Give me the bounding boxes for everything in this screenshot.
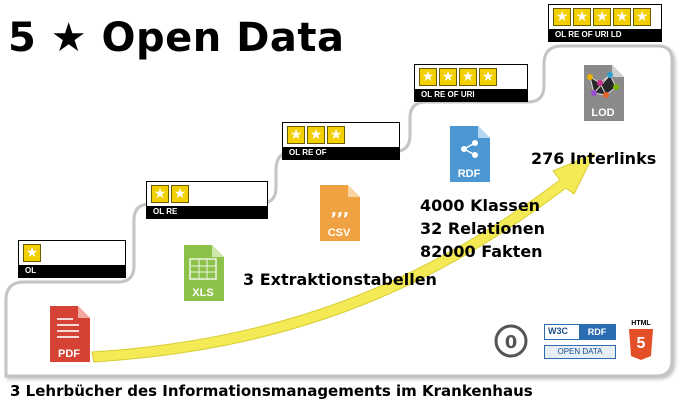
html5-number: 5	[636, 335, 646, 352]
star-icon: ★	[287, 126, 305, 144]
badge-level-2: ★ ★ OL RE	[146, 181, 268, 219]
interlinks-text: 276 Interlinks	[531, 149, 657, 168]
w3c-rdf-logo: W3C RDF	[544, 324, 616, 340]
page-title: 5 ★ Open Data	[8, 15, 345, 61]
rdf-file-icon: RDF	[446, 124, 492, 184]
badge-label-1: OL	[19, 265, 125, 277]
star-icon: ★	[613, 8, 631, 26]
badge-level-1: ★ OL	[18, 240, 126, 278]
star-icon: ★	[479, 68, 497, 86]
open-data-logo: OPEN DATA	[544, 345, 616, 359]
rdf-label: RDF	[457, 168, 481, 180]
star-icon: ★	[459, 68, 477, 86]
badge-label-3: OL RE OF	[283, 147, 399, 159]
public-domain-icon: 0	[494, 324, 528, 358]
star-icon: ★	[327, 126, 345, 144]
classes-text: 4000 Klassen	[420, 196, 541, 215]
badge-level-5: ★ ★ ★ ★ ★ OL RE OF URI LD	[548, 4, 662, 42]
stars-4: ★ ★ ★ ★	[419, 68, 497, 86]
facts-text: 82000 Fakten	[420, 242, 543, 261]
stars-3: ★ ★ ★	[287, 126, 345, 144]
pdf-file-icon: PDF	[46, 304, 92, 364]
open-data-text: OPEN DATA	[557, 347, 603, 356]
html5-icon: HTML 5	[628, 320, 654, 360]
star-icon: ★	[307, 126, 325, 144]
star-icon: ★	[171, 185, 189, 203]
w3c-text: W3C	[548, 326, 568, 336]
relations-text: 32 Relationen	[420, 219, 546, 238]
svg-text:,,,: ,,,	[331, 200, 349, 219]
lod-label: LOD	[591, 107, 615, 119]
xls-file-icon: XLS	[180, 243, 226, 303]
badge-level-3: ★ ★ ★ OL RE OF	[282, 122, 400, 160]
svg-text:0: 0	[505, 332, 518, 353]
extraction-tables-text: 3 Extraktionstabellen	[243, 270, 437, 289]
star-icon: ★	[553, 8, 571, 26]
lod-file-icon: LOD	[580, 63, 626, 123]
xls-label: XLS	[192, 287, 214, 299]
bottom-caption: 3 Lehrbücher des Informationsmanagements…	[10, 382, 533, 400]
csv-label: CSV	[327, 227, 351, 239]
badge-label-2: OL RE	[147, 206, 267, 218]
csv-file-icon: ,,, CSV	[316, 183, 362, 243]
star-icon: ★	[419, 68, 437, 86]
growth-arrow	[91, 153, 596, 363]
badge-label-4: OL RE OF URI	[415, 89, 527, 101]
star-icon: ★	[23, 244, 41, 262]
star-icon: ★	[151, 185, 169, 203]
stars-1: ★	[23, 244, 41, 262]
stars-5: ★ ★ ★ ★ ★	[553, 8, 651, 26]
star-icon: ★	[439, 68, 457, 86]
pdf-label: PDF	[58, 348, 80, 360]
html-label: HTML	[631, 320, 651, 327]
stars-2: ★ ★	[151, 185, 189, 203]
star-icon: ★	[633, 8, 651, 26]
star-icon: ★	[573, 8, 591, 26]
rdf-logo-text: RDF	[579, 325, 615, 339]
star-icon: ★	[593, 8, 611, 26]
badge-label-5: OL RE OF URI LD	[549, 29, 661, 41]
badge-level-4: ★ ★ ★ ★ OL RE OF URI	[414, 64, 528, 102]
